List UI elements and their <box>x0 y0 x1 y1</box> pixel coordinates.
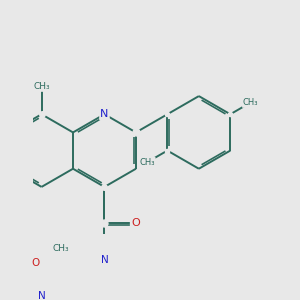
Text: N: N <box>100 255 108 265</box>
Text: O: O <box>131 218 140 228</box>
Text: CH₃: CH₃ <box>53 244 69 253</box>
Text: CH₃: CH₃ <box>33 82 50 91</box>
Text: CH₃: CH₃ <box>139 158 155 167</box>
Text: N: N <box>100 109 109 119</box>
Text: O: O <box>32 258 40 268</box>
Text: CH₃: CH₃ <box>243 98 258 107</box>
Text: N: N <box>38 291 45 300</box>
Text: N: N <box>38 291 45 300</box>
